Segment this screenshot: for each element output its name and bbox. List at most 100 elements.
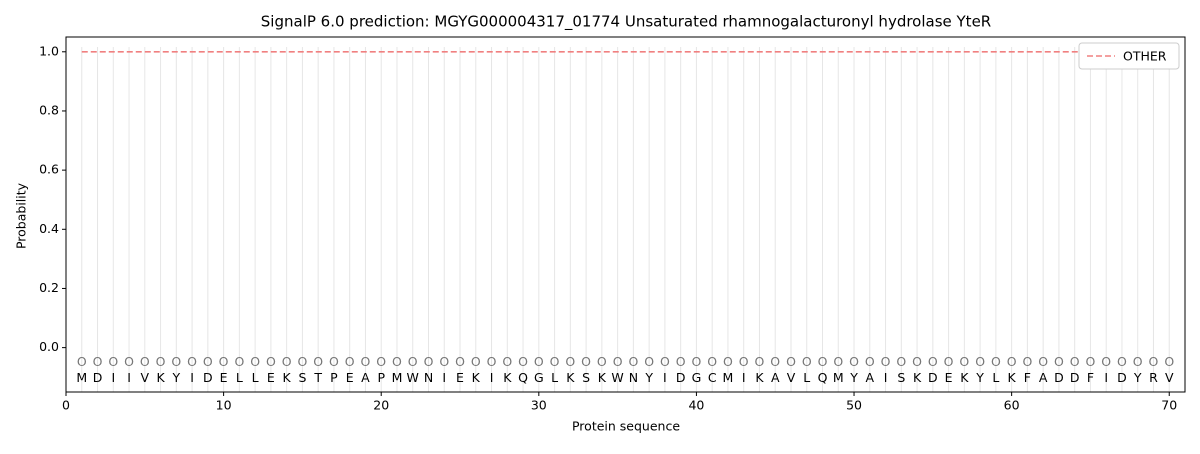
- residue: W: [407, 370, 419, 385]
- residue: C: [708, 370, 717, 385]
- region-label: O: [140, 354, 150, 369]
- residue: E: [220, 370, 228, 385]
- region-label: O: [266, 354, 276, 369]
- region-label: O: [802, 354, 812, 369]
- region-label: O: [676, 354, 686, 369]
- residue: Q: [818, 370, 828, 385]
- region-label: O: [108, 354, 118, 369]
- region-label: O: [234, 354, 244, 369]
- residue: I: [663, 370, 667, 385]
- region-label: O: [723, 354, 733, 369]
- region-label: O: [392, 354, 402, 369]
- legend-box: [1078, 42, 1180, 70]
- region-label: O: [550, 354, 560, 369]
- residue: E: [456, 370, 464, 385]
- residue: L: [803, 370, 810, 385]
- x-tick-label: 40: [688, 398, 704, 413]
- region-label: O: [1007, 354, 1017, 369]
- region-label: O: [692, 354, 702, 369]
- residue: Y: [1133, 370, 1142, 385]
- residue: I: [111, 370, 115, 385]
- x-tick-label: 50: [846, 398, 862, 413]
- residue: K: [598, 370, 607, 385]
- chart-title: SignalP 6.0 prediction: MGYG000004317_01…: [261, 13, 991, 32]
- region-label: O: [644, 354, 654, 369]
- region-label: O: [455, 354, 465, 369]
- x-tick-label: 0: [62, 398, 70, 413]
- region-label: O: [297, 354, 307, 369]
- residue: D: [676, 370, 686, 385]
- residue: L: [252, 370, 259, 385]
- region-label: O: [502, 354, 512, 369]
- y-tick-label: 0.0: [39, 339, 59, 354]
- region-label: O: [928, 354, 938, 369]
- residue: I: [190, 370, 194, 385]
- region-label: O: [786, 354, 796, 369]
- residue: S: [897, 370, 905, 385]
- residue: D: [1117, 370, 1127, 385]
- region-label: O: [1054, 354, 1064, 369]
- region-label: O: [1022, 354, 1032, 369]
- residue: D: [1070, 370, 1080, 385]
- residue: Y: [975, 370, 984, 385]
- residue: M: [723, 370, 734, 385]
- residue: Y: [644, 370, 653, 385]
- residue: V: [141, 370, 150, 385]
- residue: N: [629, 370, 638, 385]
- region-label: O: [1070, 354, 1080, 369]
- residue: K: [913, 370, 922, 385]
- residue: D: [93, 370, 103, 385]
- y-tick-label: 0.4: [39, 221, 59, 236]
- region-label: O: [755, 354, 765, 369]
- residue: I: [884, 370, 888, 385]
- residue: Q: [518, 370, 528, 385]
- x-tick-label: 60: [1004, 398, 1020, 413]
- residue: Y: [849, 370, 858, 385]
- residue: K: [755, 370, 764, 385]
- y-tick-label: 0.8: [39, 102, 59, 117]
- x-axis-label: Protein sequence: [572, 419, 680, 434]
- residue: M: [392, 370, 403, 385]
- x-tick-label: 30: [531, 398, 547, 413]
- region-label: O: [1086, 354, 1096, 369]
- residue: I: [1104, 370, 1108, 385]
- region-label: O: [660, 354, 670, 369]
- region-label: O: [597, 354, 607, 369]
- y-tick-label: 0.6: [39, 162, 59, 177]
- region-label: O: [613, 354, 623, 369]
- residue: P: [330, 370, 338, 385]
- residue: Y: [172, 370, 181, 385]
- region-label: O: [581, 354, 591, 369]
- x-tick-label: 20: [373, 398, 389, 413]
- residue: E: [346, 370, 354, 385]
- region-label: O: [408, 354, 418, 369]
- residue: L: [992, 370, 999, 385]
- residue: K: [566, 370, 575, 385]
- region-label: O: [439, 354, 449, 369]
- region-label: O: [739, 354, 749, 369]
- region-label: O: [912, 354, 922, 369]
- residue: E: [945, 370, 953, 385]
- region-label: O: [1133, 354, 1143, 369]
- y-tick-label: 0.2: [39, 280, 59, 295]
- residue: F: [1024, 370, 1031, 385]
- residue: P: [377, 370, 385, 385]
- region-label: O: [345, 354, 355, 369]
- region-label: O: [376, 354, 386, 369]
- region-label: O: [628, 354, 638, 369]
- region-label: O: [313, 354, 323, 369]
- region-label: O: [991, 354, 1001, 369]
- region-label: O: [424, 354, 434, 369]
- region-label: O: [534, 354, 544, 369]
- plot-frame: [65, 36, 1186, 393]
- residue: A: [361, 370, 370, 385]
- region-label: O: [849, 354, 859, 369]
- residue: K: [1008, 370, 1017, 385]
- y-axis-label: Probability: [14, 182, 29, 249]
- region-label: O: [171, 354, 181, 369]
- residue: I: [742, 370, 746, 385]
- residue: A: [1039, 370, 1048, 385]
- residue: S: [582, 370, 590, 385]
- region-label: O: [518, 354, 528, 369]
